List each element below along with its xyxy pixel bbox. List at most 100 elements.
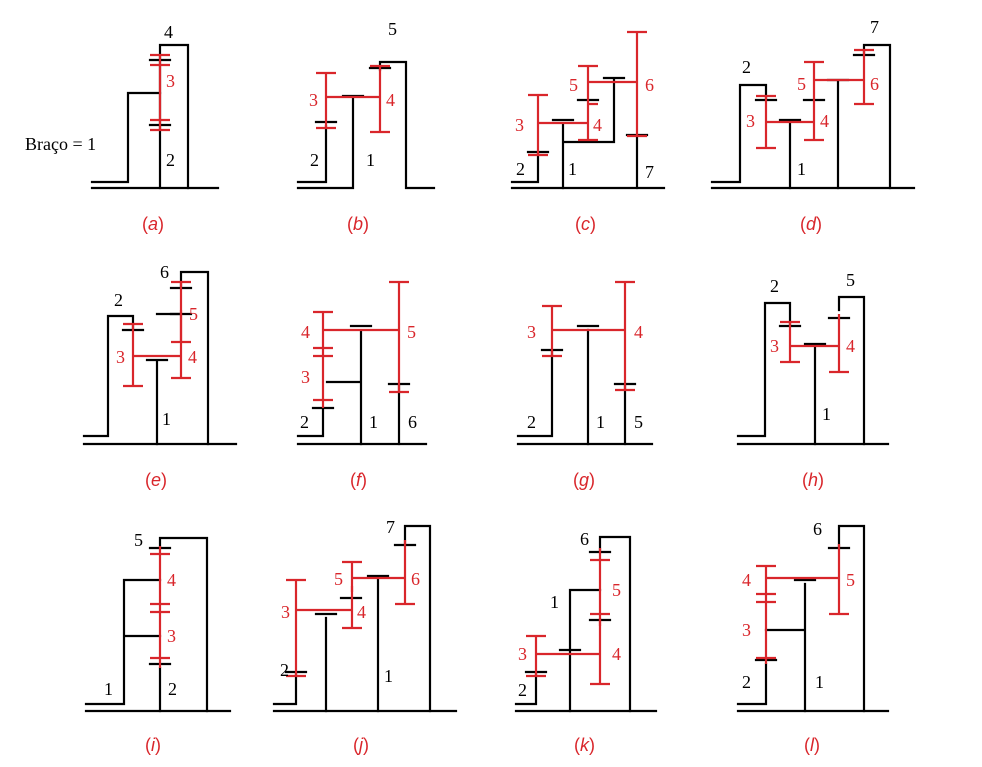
planet-3-4: [123, 310, 191, 388]
planet-3-4: [526, 618, 610, 686]
shaft-2: [296, 408, 325, 438]
gear-label: 5: [407, 322, 416, 342]
gear-label: 3: [309, 90, 318, 110]
gear-label: 3: [518, 644, 527, 664]
gear-label: 5: [388, 19, 397, 39]
gear-label: 2: [770, 276, 779, 296]
gear-label: 4: [742, 570, 751, 590]
panel-caption: (b): [347, 214, 369, 234]
frame-5: [837, 295, 866, 446]
shaft-2: [296, 124, 328, 184]
gear-label: 3: [167, 626, 176, 646]
panel-caption: (d): [800, 214, 822, 234]
panel-caption: (k): [574, 735, 595, 755]
gear-label: 6: [870, 74, 879, 94]
carrier: [764, 582, 807, 713]
shaft-2: [272, 672, 298, 706]
sun-shaft: [90, 91, 162, 184]
gear-label: 3: [116, 347, 125, 367]
gear-label: 4: [612, 644, 621, 664]
gear-label: 6: [580, 529, 589, 549]
carrier: [325, 330, 363, 446]
gear-label: 3: [301, 367, 310, 387]
planet-5: [590, 548, 610, 626]
gear-label: 1: [815, 672, 824, 692]
panel-caption: (l): [804, 735, 820, 755]
shaft-2: [82, 314, 135, 438]
panel-caption: (a): [142, 214, 164, 234]
gear-label: 1: [384, 666, 393, 686]
planet-5-6: [814, 48, 874, 106]
panel-h: 2 5 1 3 4 (h): [736, 270, 890, 490]
planet: [542, 280, 635, 392]
bearing: [754, 546, 851, 662]
planet-3-4: [313, 310, 333, 408]
panel-caption: (j): [353, 735, 369, 755]
planet-5-6: [342, 540, 415, 606]
gear-label: 1: [568, 159, 577, 179]
panel-j: 7 2 1 5 6 3 4 (j): [272, 517, 458, 755]
gear-label: 4: [846, 336, 855, 356]
gear-label: 2: [516, 159, 525, 179]
shaft-2: [510, 150, 540, 184]
frame-5: [158, 536, 209, 713]
gear-label: 1: [369, 412, 378, 432]
gear-label: 2: [527, 412, 536, 432]
gear-label: 1: [797, 159, 806, 179]
panel-caption: (g): [573, 470, 595, 490]
planet-5: [766, 544, 849, 616]
planet-5-6: [588, 30, 647, 138]
bearing: [284, 543, 417, 674]
gear-label: 5: [634, 412, 643, 432]
shaft-2: [710, 83, 768, 184]
gear-label: 2: [114, 290, 123, 310]
frame-6: [598, 535, 632, 713]
gear-label: 3: [770, 336, 779, 356]
gear-label: 2: [742, 672, 751, 692]
gear-label: 2: [280, 660, 289, 680]
gear-label: 4: [820, 111, 829, 131]
panel-caption: (h): [802, 470, 824, 490]
gear-label: 2: [310, 150, 319, 170]
gear-label: 5: [334, 569, 343, 589]
panel-e: 6 2 1 5 3 4 (e): [82, 262, 238, 490]
shaft-2: [736, 662, 768, 706]
gear-label: 3: [281, 602, 290, 622]
gear-label: 3: [527, 322, 536, 342]
gear-label: 4: [593, 115, 602, 135]
gear-label: 1: [104, 679, 113, 699]
shaft-2: [514, 672, 538, 706]
gear-label: 1: [596, 412, 605, 432]
panel-caption: (c): [575, 214, 596, 234]
gear-label: 1: [366, 150, 375, 170]
carrier: [561, 78, 616, 190]
gear-label: 4: [164, 22, 173, 42]
gear-label: 1: [550, 592, 559, 612]
gear-label: 4: [634, 322, 643, 342]
gear-label: 3: [515, 115, 524, 135]
planet-gear: [150, 53, 170, 132]
planet-3-4: [528, 64, 598, 157]
gear-label: 6: [813, 519, 822, 539]
gear-label: 4: [188, 347, 197, 367]
gear-label: 4: [167, 570, 176, 590]
gear-label: 3: [746, 111, 755, 131]
gear-label: 6: [160, 262, 169, 282]
gear-label: 1: [822, 404, 831, 424]
shaft-1: [84, 578, 162, 706]
frame-6: [179, 270, 210, 446]
frame-7: [403, 524, 432, 713]
panel-caption: (i): [145, 735, 161, 755]
gear-label: 7: [870, 17, 879, 37]
shaft-2: [516, 350, 554, 438]
planet-3-4: [756, 564, 776, 664]
gear-label: 6: [645, 75, 654, 95]
gear-label: 5: [846, 270, 855, 290]
gear-label: 2: [300, 412, 309, 432]
gear-label: 6: [408, 412, 417, 432]
planet-5: [171, 280, 191, 344]
carrier: [568, 588, 602, 713]
gear-label: 3: [166, 71, 175, 91]
gear-label: 5: [569, 75, 578, 95]
panel-c: 2 1 7 3 4 5 6 (c): [510, 30, 666, 234]
